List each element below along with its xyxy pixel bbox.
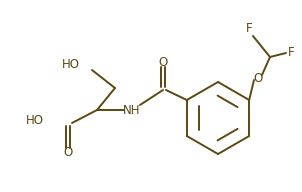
Text: HO: HO (62, 59, 80, 71)
Text: O: O (63, 146, 72, 160)
Text: O: O (158, 55, 168, 69)
Text: NH: NH (123, 103, 141, 117)
Text: HO: HO (26, 113, 44, 127)
Text: F: F (246, 22, 252, 35)
Text: O: O (253, 71, 263, 84)
Text: F: F (288, 46, 294, 60)
